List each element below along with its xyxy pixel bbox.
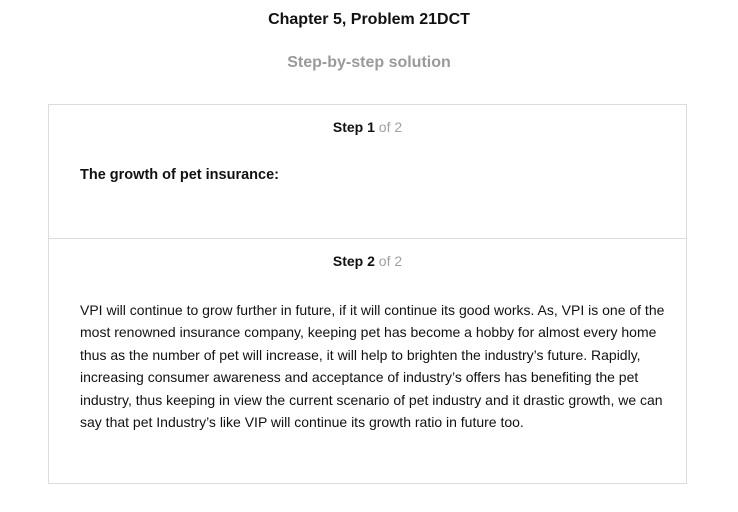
chapter-title: Chapter 5, Problem 21DCT bbox=[268, 11, 470, 28]
step-1-heading: The growth of pet insurance: bbox=[80, 167, 279, 183]
solution-subtitle: Step-by-step solution bbox=[287, 54, 451, 71]
step-1-label: Step bbox=[332, 119, 364, 135]
step-1-of-total: of 2 bbox=[378, 119, 403, 135]
step-2-number: 2 bbox=[367, 253, 375, 269]
step-1-number: 1 bbox=[367, 119, 375, 135]
step-2-panel: Step 2 of 2 VPI will continue to grow fu… bbox=[49, 239, 686, 485]
solution-box: Step 1 of 2 The growth of pet insurance:… bbox=[48, 104, 687, 484]
step-2-header: Step 2 of 2 bbox=[49, 253, 686, 269]
step-2-body-text: VPI will continue to grow further in fut… bbox=[80, 302, 665, 431]
step-2-label: Step bbox=[332, 253, 364, 269]
step-1-header: Step 1 of 2 bbox=[49, 119, 686, 135]
step-2-of-total: of 2 bbox=[378, 253, 403, 269]
step-1-panel: Step 1 of 2 The growth of pet insurance: bbox=[49, 105, 686, 239]
